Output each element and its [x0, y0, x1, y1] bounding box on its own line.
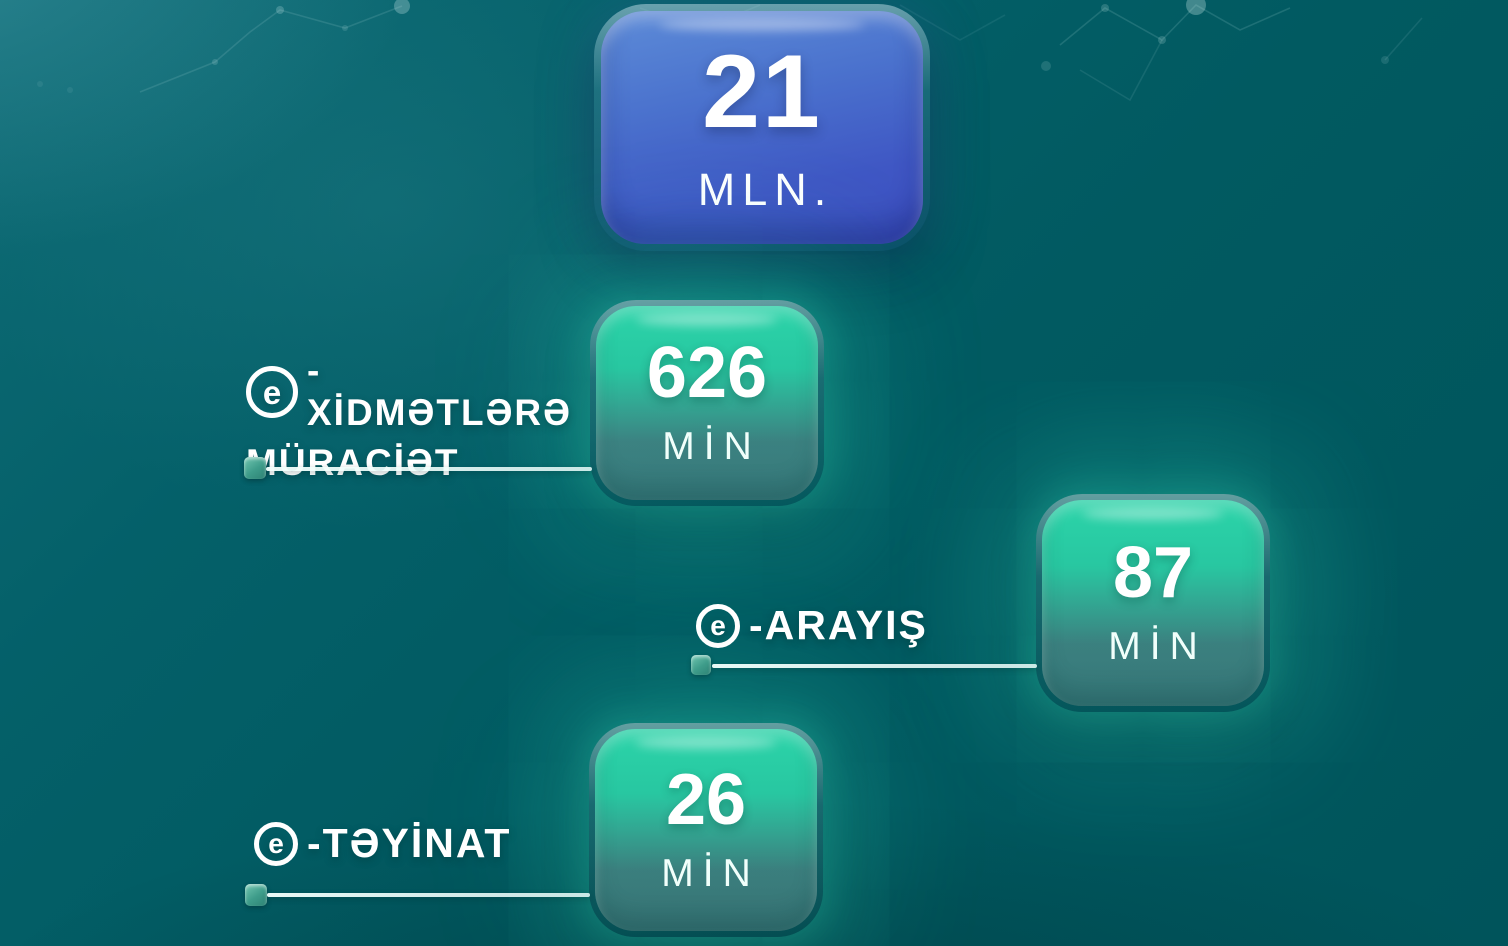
e-circle-icon: e — [246, 366, 298, 418]
e-icon-letter: e — [268, 827, 284, 859]
label-teyinat-text: -TƏYİNAT — [307, 820, 512, 866]
e-circle-icon: e — [696, 603, 740, 648]
stat-unit-arayis: MİN — [1108, 625, 1207, 668]
stat-card-teyinat-bevel: 26 MİN — [589, 723, 823, 937]
connector-line-arayis — [712, 664, 1037, 668]
label-xidmetlere-line1: -XİDMƏTLƏRƏ — [307, 350, 573, 433]
label-xidmetlere: e -XİDMƏTLƏRƏ MÜRACİƏT — [246, 350, 582, 484]
card-gloss-highlight — [635, 314, 779, 326]
stat-card-total-bevel: 21 MLN. — [594, 4, 930, 251]
e-circle-icon: e — [254, 821, 298, 866]
connector-endcap-arayis — [691, 655, 711, 675]
stat-value-total: 21 — [702, 33, 822, 150]
stat-card-xidmetlere-bevel: 626 MİN — [590, 300, 824, 506]
label-teyinat: e -TƏYİNAT — [254, 820, 511, 867]
stat-card-xidmetlere: 626 MİN — [596, 306, 818, 500]
stat-value-xidmetlere: 626 — [646, 333, 768, 413]
e-icon-letter: e — [262, 373, 282, 411]
stat-unit-teyinat: MİN — [661, 852, 760, 895]
stat-card-arayis-bevel: 87 MİN — [1036, 494, 1270, 712]
stat-card-teyinat: 26 MİN — [595, 729, 817, 931]
stat-unit-xidmetlere: MİN — [662, 425, 761, 468]
stat-value-teyinat: 26 — [665, 760, 747, 840]
card-gloss-highlight — [1081, 508, 1225, 520]
card-gloss-highlight — [634, 737, 778, 749]
connector-line-teyinat — [267, 893, 590, 897]
stat-card-total: 21 MLN. — [601, 11, 923, 244]
label-arayis: e -ARAYIŞ — [696, 602, 928, 649]
e-icon-letter: e — [710, 609, 726, 641]
connector-endcap-teyinat — [245, 884, 267, 906]
card-gloss-highlight — [658, 19, 866, 31]
stat-unit-total: MLN. — [697, 163, 834, 215]
label-arayis-text: -ARAYIŞ — [749, 602, 928, 648]
connector-line-xidmetlere — [266, 467, 592, 471]
label-xidmetlere-line2: MÜRACİƏT — [246, 442, 460, 483]
label-xidmetlere-row: e -XİDMƏTLƏRƏ — [246, 350, 582, 434]
connector-endcap-xidmetlere — [244, 457, 266, 479]
stat-value-arayis: 87 — [1112, 533, 1194, 613]
stat-card-arayis: 87 MİN — [1042, 500, 1264, 706]
